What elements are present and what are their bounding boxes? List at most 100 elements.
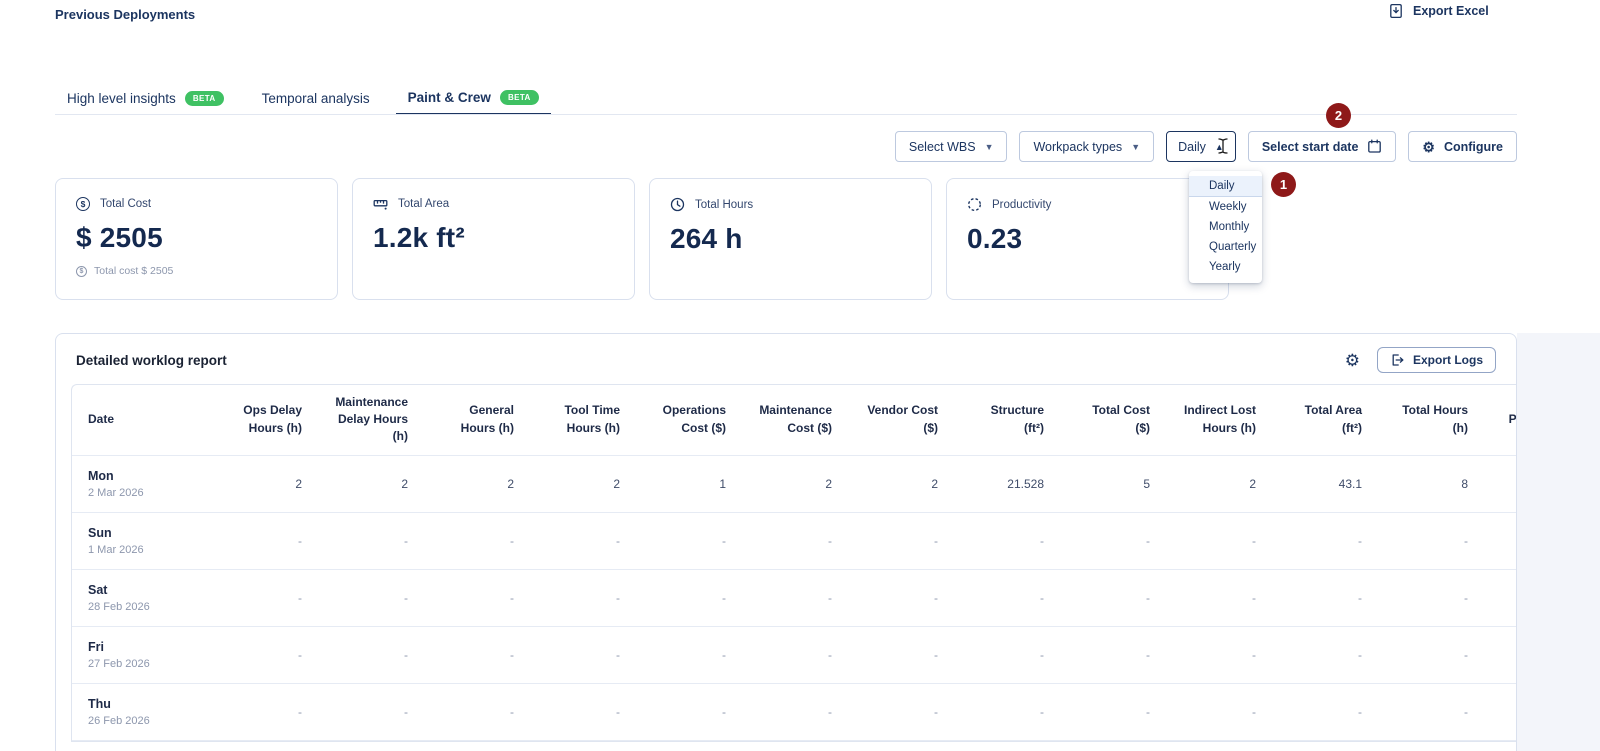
column-header-tool-time-hours-h: Tool Time Hours (h) [530,385,636,455]
value-cell: - [1378,626,1484,683]
select-start-date-button[interactable]: Select start date [1248,131,1397,162]
value-cell: 43.1 [1272,455,1378,512]
table-row: Fri27 Feb 2026------------ [72,626,1516,683]
period-label: Daily [1178,140,1206,154]
value-cell: - [1166,626,1272,683]
stat-card-total-area: Total Area1.2k ft² [352,178,635,300]
value-cell: - [212,683,318,740]
column-header-structure-ft: Structure (ft²) [954,385,1060,455]
date-cell: Sat 28 Feb 2026 [72,569,212,626]
chevron-down-icon: ▼ [1131,142,1140,152]
value-cell: - [1378,683,1484,740]
date-label: 1 Mar 2026 [88,544,196,556]
calendar-icon [1367,139,1382,154]
day-label: Fri [88,640,196,654]
value-cell: - [636,569,742,626]
tab-paint-crew[interactable]: Paint & CrewBETA [396,81,551,115]
annotation-badge-2: 2 [1326,103,1351,128]
date-label: 27 Feb 2026 [88,658,196,670]
tab-high-level-insights[interactable]: High level insights BETA [55,81,236,115]
value-cell: - [212,569,318,626]
value-cell: - [318,683,424,740]
dollar-circle-icon: $ [76,197,90,211]
day-label: Sun [88,526,196,540]
select-wbs-dropdown[interactable]: Select WBS ▼ [895,131,1008,162]
filter-bar: Select WBS ▼ Workpack types ▼ Daily ▲ Se… [895,131,1517,162]
value-cell: - [954,683,1060,740]
value-cell: - [1378,512,1484,569]
configure-button[interactable]: ⚙ Configure [1408,131,1517,162]
value-cell: - [424,569,530,626]
stat-card-title: Total Cost [100,198,151,210]
day-label: Thu [88,697,196,711]
table-header-row: DateOps Delay Hours (h)Maintenance Delay… [72,385,1516,455]
tab-temporal-analysis[interactable]: Temporal analysis [250,81,382,115]
value-cell: - [1060,512,1166,569]
day-label: Sat [88,583,196,597]
value-cell: - [1060,569,1166,626]
date-cell: Sun 1 Mar 2026 [72,512,212,569]
worklog-header: Detailed worklog report ⚙ Export Logs [56,334,1516,384]
dollar-circle-icon: $ [76,266,87,277]
worklog-title: Detailed worklog report [76,353,227,368]
workpack-types-dropdown[interactable]: Workpack types ▼ [1019,131,1154,162]
tab-label: Paint & Crew [408,90,491,105]
gear-icon: ⚙ [1422,140,1435,154]
stat-card-header: Total Hours [670,197,911,212]
column-header-maintenance-delay-hours-h: Maintenance Delay Hours (h) [318,385,424,455]
stat-card-title: Productivity [992,199,1051,211]
value-cell: - [530,512,636,569]
value-cell: 2 [212,455,318,512]
stat-card-header: Total Area [373,197,614,211]
export-excel-icon [1388,3,1404,19]
beta-badge: BETA [185,91,224,106]
value-cell: 2 [318,455,424,512]
value-cell: 1 [636,455,742,512]
export-excel-button[interactable]: Export Excel [1388,3,1489,19]
date-cell: Thu26 Feb 2026 [72,683,212,740]
value-cell: 8 [1378,455,1484,512]
value-cell [1484,512,1516,569]
date-label: 28 Feb 2026 [88,601,196,613]
export-logs-label: Export Logs [1413,353,1483,367]
period-option-monthly[interactable]: Monthly [1189,217,1262,237]
value-cell: - [742,683,848,740]
stat-card-total-hours: Total Hours264 h [649,178,932,300]
period-option-weekly[interactable]: Weekly [1189,197,1262,217]
table-row: Thu26 Feb 2026------------ [72,683,1516,740]
period-option-yearly[interactable]: Yearly [1189,257,1262,277]
period-option-daily[interactable]: Daily [1189,176,1262,197]
worklog-card: Detailed worklog report ⚙ Export Logs Da… [55,333,1517,751]
right-background-band [1517,333,1600,751]
column-header-operations-cost: Operations Cost ($) [636,385,742,455]
value-cell: 2 [424,455,530,512]
value-cell: 2 [848,455,954,512]
value-cell [1484,569,1516,626]
table-settings-gear-icon[interactable]: ⚙ [1345,352,1360,369]
date-cell: Mon2 Mar 2026 [72,455,212,512]
value-cell: - [212,626,318,683]
worklog-table: DateOps Delay Hours (h)Maintenance Delay… [72,385,1516,741]
stat-card-header: $ Total Cost [76,197,317,211]
value-cell: - [530,569,636,626]
stat-card-total-cost: $Total Cost$ 2505$Total cost $ 2505 [55,178,338,300]
value-cell [1484,455,1516,512]
stat-card-value: 0.23 [967,223,1208,255]
worklog-table-container: DateOps Delay Hours (h)Maintenance Delay… [71,384,1516,742]
column-header-maintenance-cost: Maintenance Cost ($) [742,385,848,455]
period-option-quarterly[interactable]: Quarterly [1189,237,1262,257]
tab-label: High level insights [67,91,176,106]
dashed-circle-icon [967,197,982,212]
table-row: Sat28 Feb 2026------------ [72,569,1516,626]
value-cell: - [1378,569,1484,626]
export-logs-button[interactable]: Export Logs [1377,347,1496,373]
value-cell: - [1272,683,1378,740]
value-cell: - [424,512,530,569]
mouse-cursor [1216,137,1230,157]
value-cell: - [212,512,318,569]
date-cell: Fri 27 Feb 2026 [72,626,212,683]
clock-icon [670,197,685,212]
value-cell [1484,626,1516,683]
value-cell: - [742,569,848,626]
value-cell: - [1060,683,1166,740]
